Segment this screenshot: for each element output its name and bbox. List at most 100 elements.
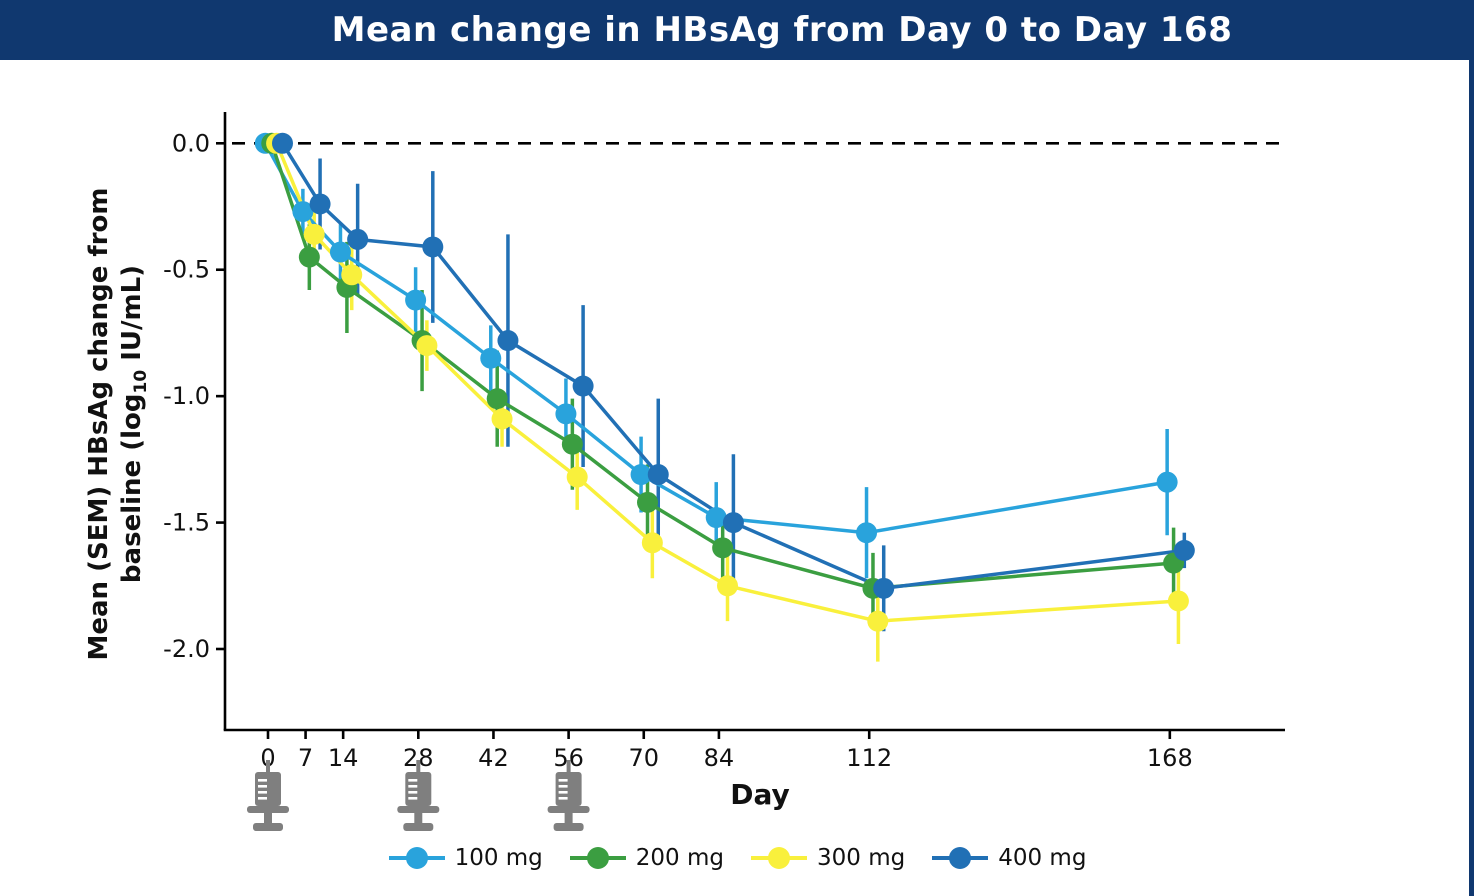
chart-title-bar: Mean change in HBsAg from Day 0 to Day 1… [0, 0, 1474, 60]
series-line-400-mg [281, 142, 1185, 591]
y-axis-label-line2: baseline (log [116, 393, 147, 584]
legend-marker-icon [569, 847, 626, 869]
data-point [329, 241, 351, 263]
data-point [873, 577, 895, 599]
syringe-part [397, 806, 440, 813]
legend-label: 100 mg [454, 845, 543, 871]
legend-dot [949, 847, 972, 869]
syringe-part [414, 813, 423, 824]
data-point [416, 335, 438, 357]
x-tick-label: 42 [478, 744, 509, 772]
syringe-part [553, 823, 584, 831]
series-line-200-mg [270, 142, 1174, 591]
data-point [630, 464, 652, 486]
syringe-part [247, 806, 289, 813]
legend: 100 mg 200 mg 300 mg 400 mg [0, 836, 1474, 880]
syringe-part [408, 797, 418, 800]
syringe-part [264, 813, 272, 824]
data-point [712, 537, 734, 559]
y-tick-label: -0.5 [163, 256, 210, 284]
legend-item-300-mg: 300 mg [750, 845, 905, 871]
y-tick-label: -2.0 [163, 635, 210, 663]
data-point [637, 491, 659, 513]
legend-marker-icon [388, 847, 445, 869]
chart-title: Mean change in HBsAg from Day 0 to Day 1… [331, 10, 1233, 50]
x-tick-label: 0 [260, 744, 275, 772]
syringe-part [258, 785, 267, 788]
data-point [486, 388, 508, 410]
syringe-part [408, 779, 418, 782]
y-axis-label-subscript: 10 [130, 369, 151, 394]
data-point [572, 375, 594, 397]
syringe-part [258, 791, 267, 794]
data-point [722, 512, 744, 534]
y-tick-label: -1.5 [163, 509, 210, 537]
data-point [1173, 539, 1195, 561]
series-line-100-mg [263, 142, 1168, 535]
y-tick-label: -1.0 [163, 382, 210, 410]
legend-marker-icon [932, 847, 989, 869]
syringe-part [416, 760, 421, 773]
data-point [561, 433, 583, 455]
data-point [641, 532, 663, 554]
syringe-part [555, 772, 582, 806]
data-point [1167, 590, 1189, 612]
data-point [292, 201, 314, 223]
legend-label: 400 mg [998, 845, 1087, 871]
data-point [1156, 471, 1178, 493]
syringe-part [564, 813, 573, 824]
syringe-part [558, 785, 568, 788]
y-axis-label-line1: Mean (SEM) HBsAg change from [84, 187, 114, 661]
syringe-part [405, 772, 432, 806]
syringe-part [408, 791, 418, 794]
legend-dot [405, 847, 428, 869]
syringe-part [258, 779, 267, 782]
x-tick-label: 168 [1147, 744, 1193, 772]
syringe-part [253, 823, 283, 831]
data-point [309, 193, 331, 215]
legend-label: 200 mg [635, 845, 724, 871]
x-tick-label: 70 [628, 744, 659, 772]
x-tick-label: 112 [846, 744, 892, 772]
data-point [705, 507, 727, 529]
legend-dot [768, 847, 790, 869]
legend-item-400-mg: 400 mg [931, 845, 1086, 871]
syringe-part [558, 797, 568, 800]
y-axis-label-line2-end: IU/mL) [116, 264, 147, 370]
x-axis-title: Day [730, 778, 790, 811]
data-point [347, 228, 369, 250]
data-point [867, 610, 889, 632]
syringe-part [558, 791, 568, 794]
syringe-part [403, 823, 434, 831]
syringe-icon [397, 760, 440, 831]
data-point [303, 223, 325, 245]
syringe-part [266, 760, 270, 773]
data-point [491, 408, 513, 430]
data-point [555, 403, 577, 425]
data-point [647, 464, 669, 486]
data-point [717, 575, 739, 597]
data-point [856, 522, 878, 544]
data-point [422, 236, 444, 258]
syringe-part [566, 760, 571, 773]
syringe-part [258, 797, 267, 800]
x-tick-label: 7 [298, 744, 313, 772]
legend-label: 300 mg [817, 845, 906, 871]
legend-marker-icon [751, 847, 807, 869]
legend-dot [586, 847, 609, 869]
legend-item-200-mg: 200 mg [569, 845, 724, 871]
syringe-part [255, 772, 281, 806]
syringe-icon [247, 760, 289, 831]
y-tick-label: 0.0 [172, 129, 210, 157]
x-tick-label: 84 [704, 744, 735, 772]
legend-item-100-mg: 100 mg [388, 845, 543, 871]
data-point [497, 330, 519, 352]
syringe-part [547, 806, 590, 813]
data-point [405, 289, 427, 311]
data-point [341, 264, 363, 286]
data-point [480, 347, 502, 369]
syringe-part [558, 779, 568, 782]
syringe-icon [547, 760, 590, 831]
